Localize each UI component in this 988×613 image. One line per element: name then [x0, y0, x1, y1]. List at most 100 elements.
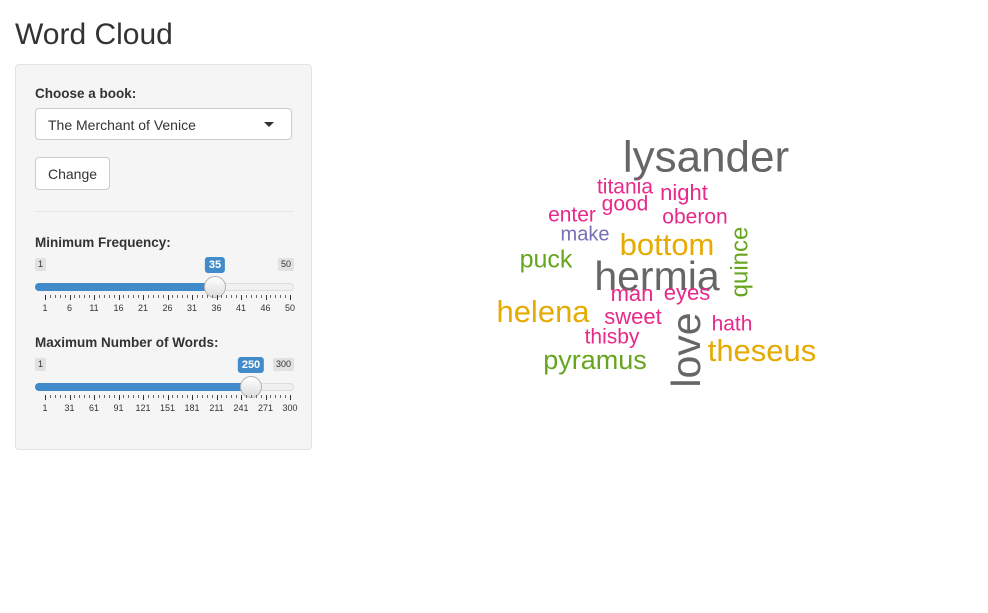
cloud-word: make	[561, 223, 610, 245]
slider-tick	[162, 395, 164, 398]
cloud-word: enter	[548, 204, 596, 227]
min-frequency-slider[interactable]: 1 50 35 1 6 11 16 21 26 31 36 41 46 50	[35, 257, 296, 320]
slider-tick	[128, 395, 130, 398]
slider-tick-label: 26	[162, 303, 173, 313]
slider-tick	[79, 395, 81, 398]
slider-max-label: 300	[272, 358, 294, 371]
slider-tick	[54, 295, 56, 298]
slider-tick	[94, 395, 95, 400]
slider-tick	[260, 395, 262, 398]
slider-fill	[35, 283, 215, 291]
slider-tick	[49, 395, 51, 398]
slider-tick	[177, 395, 179, 398]
slider-tick	[74, 395, 76, 398]
slider-tick-label: 6	[66, 303, 73, 313]
max-words-label: Maximum Number of Words:	[35, 335, 219, 350]
slider-tick	[167, 395, 169, 400]
slider-tick	[265, 395, 267, 400]
slider-tick	[221, 295, 223, 298]
cloud-word: oberon	[662, 206, 727, 229]
slider-tick	[94, 295, 95, 300]
slider-tick	[133, 295, 135, 298]
slider-tick	[45, 295, 46, 300]
slider-tick	[206, 395, 208, 398]
cloud-word: hermia	[594, 253, 720, 299]
min-frequency-label: Minimum Frequency:	[35, 235, 171, 250]
slider-tick	[103, 295, 105, 298]
slider-tick	[59, 295, 61, 298]
slider-tick	[226, 295, 228, 298]
slider-tick	[260, 295, 262, 298]
slider-tick	[84, 295, 86, 298]
slider-tick	[157, 395, 159, 398]
slider-tick-label: 91	[113, 403, 124, 413]
book-select-label: Choose a book:	[35, 86, 137, 101]
slider-tick	[98, 295, 100, 298]
slider-tick	[89, 295, 91, 298]
slider-tick	[187, 395, 189, 398]
slider-tick	[270, 295, 272, 298]
slider-value-badge: 250	[237, 357, 265, 373]
slider-tick-label: 1	[42, 403, 48, 413]
slider-tick-label: 46	[260, 303, 271, 313]
cloud-word: good	[602, 193, 649, 216]
cloud-word: titania	[597, 176, 653, 199]
slider-handle[interactable]	[204, 276, 226, 298]
slider-tick	[69, 295, 71, 300]
slider-tick	[89, 395, 91, 398]
slider-tick	[182, 395, 184, 398]
slider-tick	[285, 295, 287, 298]
slider-tick	[147, 295, 149, 298]
slider-tick	[192, 295, 193, 300]
book-select-value: The Merchant of Venice	[48, 117, 196, 133]
slider-tick-label: 181	[184, 403, 200, 413]
slider-tick	[236, 295, 238, 298]
slider-tick	[108, 295, 110, 298]
slider-tick-label: 271	[257, 403, 274, 413]
divider	[35, 211, 294, 212]
slider-tick	[54, 395, 56, 398]
slider-tick	[64, 395, 66, 398]
slider-tick	[255, 395, 257, 398]
slider-tick	[143, 395, 144, 400]
slider-tick	[84, 395, 86, 398]
slider-tick	[172, 295, 174, 298]
slider-tick	[74, 295, 76, 298]
slider-tick	[59, 395, 61, 398]
slider-tick	[123, 295, 125, 298]
slider-tick	[280, 295, 282, 298]
slider-tick	[167, 295, 169, 300]
cloud-word: quince	[726, 227, 753, 298]
slider-tick	[138, 295, 140, 298]
slider-tick	[113, 395, 115, 398]
slider-tick	[118, 395, 120, 400]
slider-tick	[250, 395, 252, 398]
slider-tick	[152, 295, 154, 298]
page-title: Word Cloud	[15, 18, 173, 51]
cloud-word: helena	[496, 294, 590, 329]
slider-tick-label: 41	[235, 303, 247, 313]
slider-tick	[138, 395, 140, 398]
slider-tick	[49, 295, 51, 298]
slider-tick-label: 50	[284, 303, 296, 313]
slider-tick	[98, 395, 100, 398]
slider-tick	[275, 295, 277, 298]
slider-tick	[285, 395, 287, 398]
slider-tick	[201, 395, 203, 398]
cloud-word: theseus	[708, 333, 817, 368]
slider-tick	[211, 395, 213, 398]
cloud-word: night	[660, 180, 708, 205]
change-button[interactable]: Change	[35, 157, 111, 190]
cloud-word: love	[663, 312, 709, 387]
slider-tick-label: 31	[64, 403, 75, 413]
cloud-word: pyramus	[543, 345, 647, 375]
slider-tick	[69, 395, 71, 400]
book-select[interactable]: The Merchant of Venice	[35, 108, 292, 140]
chevron-down-icon	[264, 122, 274, 127]
slider-tick	[255, 295, 257, 298]
slider-min-label: 1	[35, 258, 47, 271]
slider-tick	[265, 295, 267, 300]
slider-tick-label: 211	[209, 403, 224, 413]
max-words-slider[interactable]: 1 300 250 1 31 61 91 121 151 181 211 241 271 300	[35, 357, 298, 420]
